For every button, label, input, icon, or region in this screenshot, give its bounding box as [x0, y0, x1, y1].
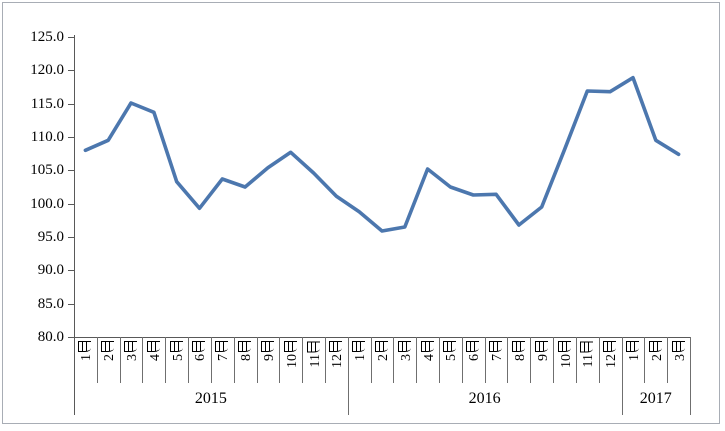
- y-axis-tick: [68, 37, 74, 38]
- month-separator: [598, 337, 600, 383]
- month-separator: [142, 337, 144, 383]
- y-axis-tick: [68, 303, 74, 305]
- month-separator: [256, 337, 258, 383]
- month-separator: [165, 337, 167, 383]
- y-axis-tick: [68, 170, 74, 172]
- month-separator: [530, 337, 532, 383]
- y-tick-label: 90.0: [37, 262, 64, 279]
- year-label: 2016: [468, 390, 501, 407]
- y-tick-label: 110.0: [30, 129, 64, 145]
- y-tick-label: 100.0: [30, 195, 64, 212]
- y-axis-tick: [68, 70, 74, 72]
- year-group-separator: [347, 337, 349, 415]
- month-separator: [416, 337, 418, 383]
- month-separator: [188, 337, 190, 383]
- y-axis-tick: [68, 203, 74, 205]
- year-group-separator: [621, 337, 623, 415]
- y-tick-label: 95.0: [37, 229, 64, 245]
- month-separator: [667, 337, 669, 383]
- month-separator: [302, 337, 304, 383]
- y-tick-label: 120.0: [30, 62, 64, 79]
- y-axis-tick: [68, 237, 74, 238]
- month-separator: [96, 337, 98, 383]
- y-axis-line: [74, 35, 75, 415]
- month-separator: [644, 337, 646, 383]
- data-series-line: [83, 75, 681, 233]
- y-axis-tick: [68, 270, 74, 272]
- x-axis-line: [74, 337, 691, 338]
- year-label: 2015: [194, 390, 227, 407]
- month-separator: [439, 337, 441, 383]
- month-separator: [484, 337, 486, 383]
- month-separator: [210, 337, 212, 383]
- y-axis-tick: [68, 137, 74, 138]
- month-separator: [324, 337, 326, 383]
- month-separator: [119, 337, 121, 383]
- month-separator: [279, 337, 281, 383]
- y-axis-tick: [68, 337, 74, 338]
- month-separator: [461, 337, 463, 383]
- month-separator: [393, 337, 395, 383]
- y-axis-tick: [68, 103, 74, 105]
- month-separator: [370, 337, 372, 383]
- month-separator: [553, 337, 555, 383]
- y-tick-label: 115.0: [30, 95, 64, 112]
- year-label: 2017: [639, 390, 672, 407]
- y-tick-label: 80.0: [37, 329, 64, 345]
- y-tick-label: 125.0: [30, 29, 64, 45]
- y-tick-label: 85.0: [37, 295, 64, 312]
- month-separator: [233, 337, 235, 383]
- month-separator: [575, 337, 577, 383]
- month-separator: [507, 337, 509, 383]
- year-group-separator: [690, 337, 691, 415]
- y-tick-label: 105.0: [30, 162, 64, 179]
